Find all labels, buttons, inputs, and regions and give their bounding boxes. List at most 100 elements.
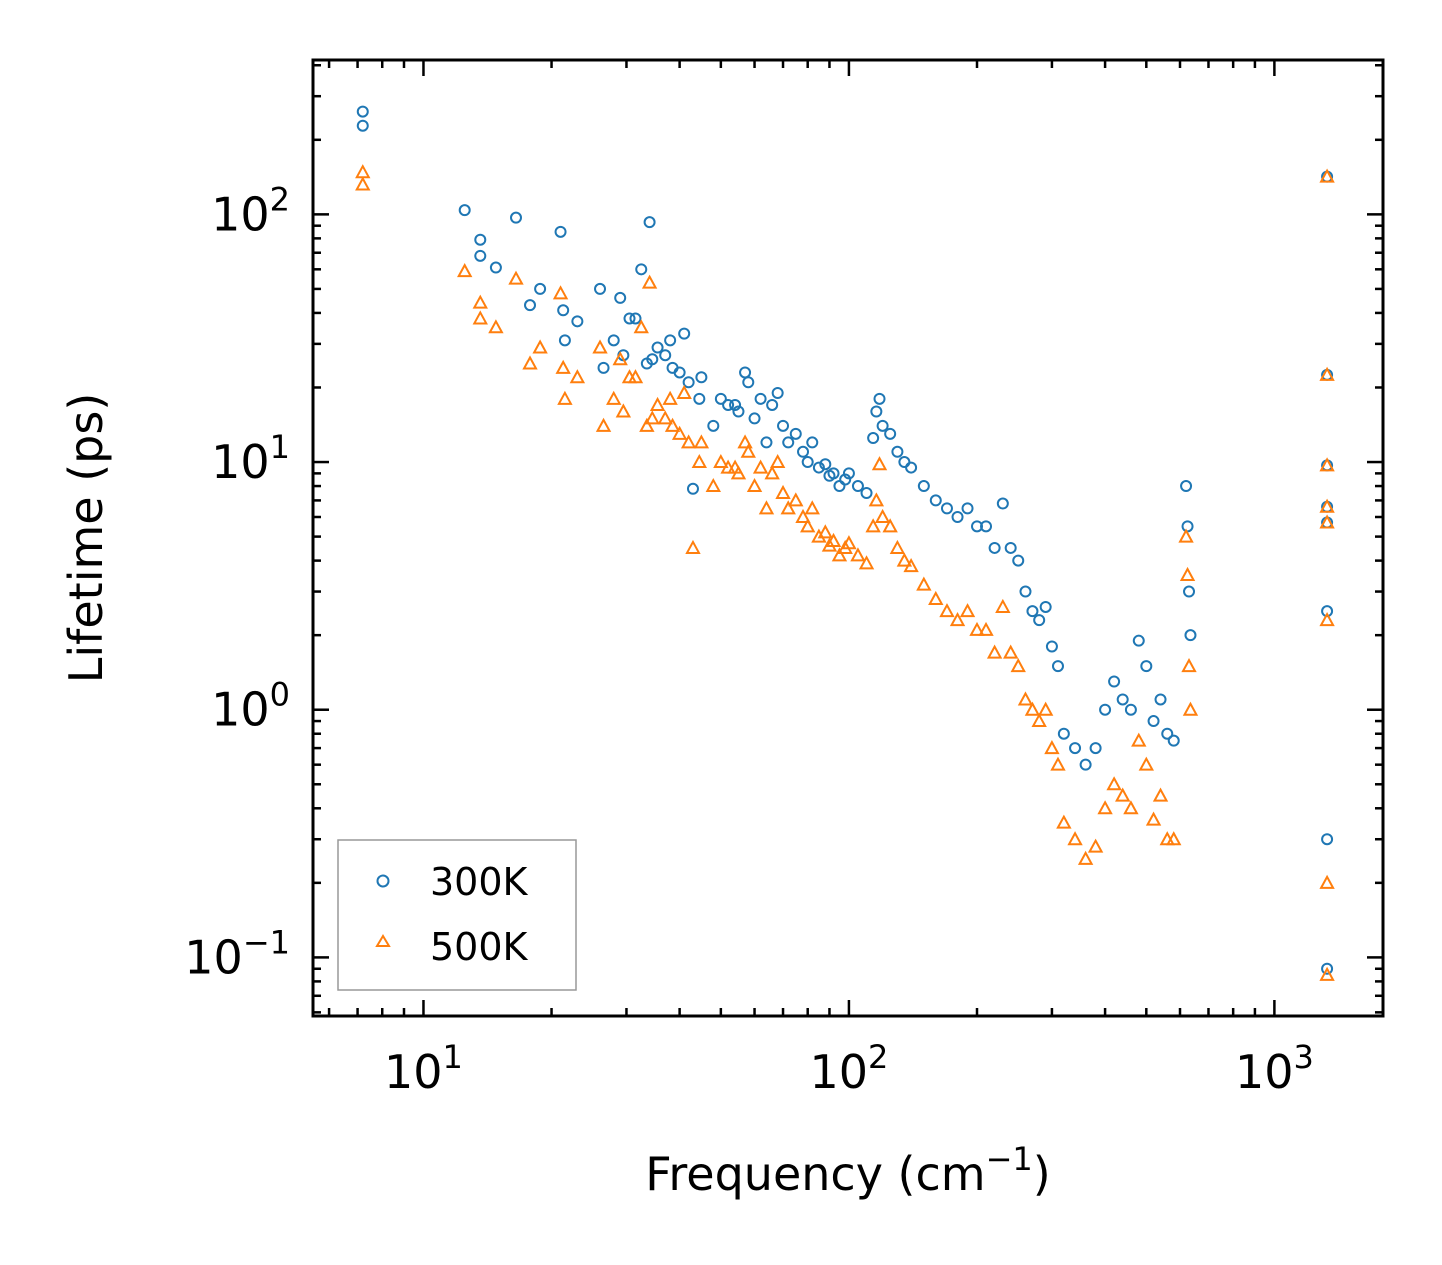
data-point-300K (873, 392, 886, 405)
data-point-300K (678, 327, 691, 340)
data-point-500K (800, 518, 816, 533)
data-point-500K (1319, 514, 1335, 529)
x-tick-label: 102 (809, 1038, 888, 1099)
data-point-500K (730, 465, 747, 480)
data-point-500K (1106, 776, 1122, 791)
data-point-500K (1003, 644, 1019, 659)
data-point-300K (474, 233, 487, 246)
data-point-500K (644, 410, 660, 425)
data-point-500K (939, 603, 955, 618)
data-point-300K (980, 520, 993, 533)
data-point-500K (959, 603, 976, 618)
data-point-500K (1050, 756, 1066, 771)
data-point-500K (627, 369, 644, 384)
data-point-300K (766, 398, 779, 411)
data-point-500K (978, 621, 994, 636)
data-point-500K (769, 453, 786, 469)
data-point-300K (771, 387, 784, 400)
data-point-300K (646, 353, 659, 366)
data-point-300K (673, 366, 686, 379)
data-point-300K (458, 204, 471, 217)
data-point-500K (882, 518, 898, 533)
data-point-500K (641, 274, 658, 289)
data-point-300K (1079, 758, 1092, 771)
data-point-500K (780, 500, 796, 515)
data-point-300K (884, 427, 897, 440)
data-point-300K (917, 480, 930, 493)
data-point-500K (986, 644, 1003, 659)
data-point-300K (571, 315, 584, 328)
data-point-500K (1131, 732, 1147, 747)
data-point-300K (651, 341, 664, 354)
data-point-500K (1178, 528, 1194, 543)
data-point-500K (592, 339, 608, 354)
data-point-300K (732, 405, 745, 418)
data-point-300K (686, 482, 699, 495)
data-point-300K (1019, 585, 1032, 598)
data-point-300K (707, 419, 720, 432)
data-point-500K (457, 263, 473, 278)
data-point-300K (782, 436, 795, 449)
data-point-500K (746, 477, 763, 493)
data-point-500K (1152, 787, 1169, 802)
data-point-300K (695, 371, 708, 384)
data-point-500K (1181, 658, 1197, 673)
data-point-500K (671, 425, 688, 440)
data-point-500K (569, 369, 586, 384)
data-point-500K (804, 500, 820, 515)
data-point-500K (1319, 612, 1335, 627)
data-point-500K (1319, 366, 1335, 381)
data-point-300K (789, 427, 802, 440)
data-point-500K (889, 539, 906, 554)
data-point-500K (1010, 658, 1026, 673)
data-point-300K (614, 291, 627, 304)
data-point-500K (1319, 874, 1335, 889)
data-point-300K (951, 510, 964, 523)
data-point-300K (760, 436, 773, 449)
data-point-500K (1024, 701, 1041, 716)
data-point-500K (865, 518, 881, 533)
series-500K (355, 164, 1335, 981)
data-point-300K (860, 486, 873, 499)
data-point-500K (896, 552, 913, 567)
data-point-300K (812, 461, 825, 474)
data-point-500K (1017, 691, 1034, 706)
data-point-300K (748, 412, 761, 425)
data-point-300K (839, 473, 852, 486)
data-point-300K (819, 458, 832, 471)
data-point-300K (1124, 703, 1137, 716)
data-point-300K (1183, 585, 1196, 598)
data-point-300K (714, 392, 727, 405)
data-point-300K (851, 480, 864, 493)
data-point-300K (474, 249, 487, 262)
data-point-300K (1132, 634, 1145, 647)
data-point-500K (788, 492, 804, 507)
series-300K (356, 105, 1334, 975)
plot-frame (311, 58, 1385, 1018)
data-point-300K (905, 461, 918, 474)
data-point-300K (659, 349, 672, 362)
data-point-500K (472, 310, 488, 325)
legend-label-500k: 500K (430, 925, 529, 969)
data-point-500K (1166, 831, 1182, 846)
data-point-300K (940, 502, 953, 515)
data-point-300K (664, 334, 677, 347)
data-point-500K (713, 453, 729, 469)
legend-box (337, 839, 577, 991)
data-point-500K (1123, 800, 1139, 815)
data-point-500K (680, 434, 697, 449)
data-point-500K (1115, 787, 1131, 802)
data-point-500K (657, 410, 673, 425)
data-point-300K (1116, 693, 1129, 706)
data-point-300K (682, 376, 695, 389)
data-point-500K (1037, 701, 1054, 716)
data-point-300K (988, 541, 1001, 554)
data-point-500K (355, 176, 371, 191)
data-point-500K (1319, 168, 1335, 183)
data-point-500K (1179, 566, 1196, 581)
data-point-500K (758, 500, 775, 515)
data-point-500K (639, 417, 655, 432)
data-point-500K (831, 547, 848, 562)
data-point-300K (1033, 614, 1046, 627)
